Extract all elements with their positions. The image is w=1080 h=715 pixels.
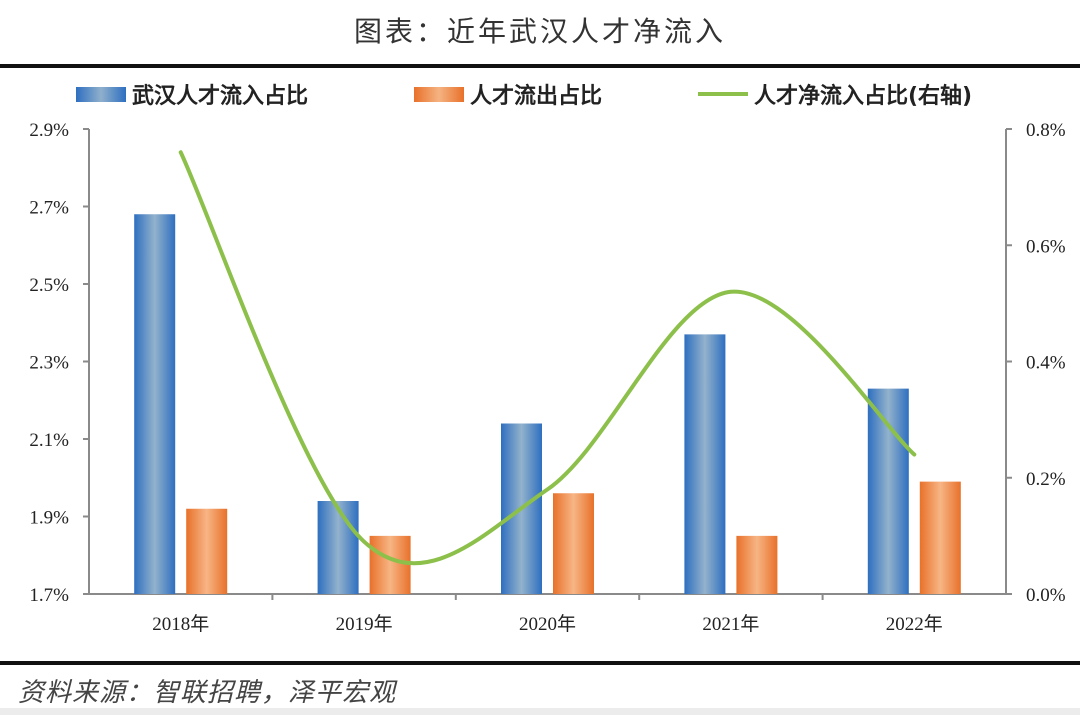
axes: 1.7% 1.9% 2.1% 2.3% 2.5% 2.7% 2.9% 0.0% 0.2% 0.4%…: [29, 120, 1065, 606]
right-tick-label: 0.6%: [1026, 236, 1066, 257]
bar-outflow: [369, 535, 411, 594]
right-tick-label: 0.0%: [1026, 585, 1066, 606]
top-rule: [0, 64, 1080, 68]
left-tick-label: 2.3%: [29, 353, 69, 374]
legend-item-inflow: 武汉人才流入占比: [76, 78, 308, 110]
legend-item-outflow: 人才流出占比: [414, 78, 602, 110]
left-tick-label: 2.5%: [29, 275, 69, 296]
right-tick-label: 0.8%: [1026, 120, 1066, 141]
bars: [134, 214, 961, 594]
x-tick-label: 2021年: [702, 613, 759, 635]
left-tick-label: 1.7%: [29, 585, 69, 606]
bar-outflow: [736, 535, 778, 594]
chart-title: 图表：近年武汉人才净流入: [353, 15, 726, 48]
legend-label-inflow: 武汉人才流入占比: [132, 84, 309, 109]
bar-outflow: [919, 481, 961, 594]
footer-strip: [0, 708, 1080, 715]
outflow-swatch-icon: [414, 86, 464, 102]
legend-label-net: 人才净流入占比(右轴): [754, 84, 973, 109]
x-tick-label: 2020年: [519, 613, 576, 635]
bar-outflow: [186, 508, 228, 594]
bar-outflow: [553, 493, 594, 594]
bar-inflow: [684, 334, 726, 594]
legend: 武汉人才流入占比 人才流出占比 人才净流入占比(右轴): [0, 78, 1080, 110]
x-tick-label: 2018年: [152, 613, 209, 635]
left-tick-label: 1.9%: [29, 508, 69, 529]
x-tick-label: 2022年: [886, 613, 943, 635]
legend-label-outflow: 人才流出占比: [470, 84, 603, 109]
net-inflow-line: [178, 150, 917, 566]
x-axis-labels: 2018年 2019年 2020年 2021年 2022年: [152, 613, 943, 635]
bottom-rule: [0, 661, 1080, 665]
legend-item-net: 人才净流入占比(右轴): [698, 78, 972, 110]
bar-inflow: [134, 214, 176, 594]
left-tick-label: 2.1%: [29, 430, 69, 451]
net-inflow-path: [178, 150, 917, 566]
x-tick-label: 2019年: [336, 613, 393, 635]
bar-inflow: [317, 501, 359, 594]
bar-inflow: [867, 388, 909, 594]
right-tick-label: 0.4%: [1026, 353, 1066, 374]
left-tick-label: 2.7%: [29, 198, 69, 219]
net-line-swatch-icon: [698, 92, 748, 96]
inflow-swatch-icon: [76, 86, 126, 102]
source-note: 资料来源：智联招聘，泽平宏观: [18, 678, 397, 708]
right-tick-label: 0.2%: [1026, 469, 1066, 490]
left-tick-label: 2.9%: [29, 120, 69, 141]
